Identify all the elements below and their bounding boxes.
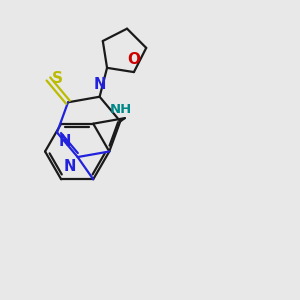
Text: N: N — [64, 158, 76, 173]
Text: N: N — [58, 134, 71, 149]
Text: NH: NH — [110, 103, 132, 116]
Text: S: S — [52, 71, 63, 86]
Text: O: O — [128, 52, 140, 67]
Text: N: N — [93, 77, 106, 92]
